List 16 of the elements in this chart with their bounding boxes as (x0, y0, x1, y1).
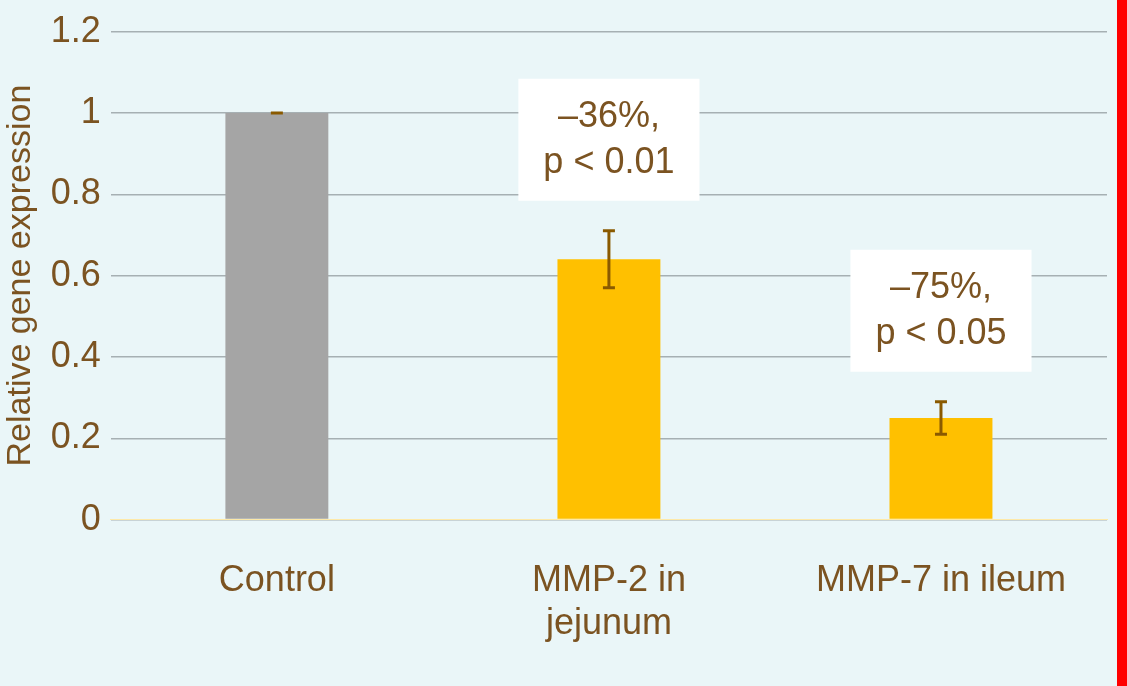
y-tick-label: 1.2 (50, 8, 101, 50)
bar (557, 259, 661, 519)
x-tick-label: MMP-2 in jejunum (531, 558, 686, 643)
bar (889, 417, 993, 519)
y-axis-title: Relative gene expression (0, 84, 37, 467)
annotation: –36%, p < 0.01 (543, 93, 675, 181)
y-tick-label: 0 (80, 496, 101, 538)
annotation: –75%, p < 0.05 (875, 264, 1007, 352)
y-tick-label: 1 (80, 89, 101, 131)
x-tick-label: Control (218, 558, 335, 600)
bar (225, 112, 329, 519)
x-tick-label: MMP-7 in ileum (815, 558, 1067, 600)
y-tick-label: 0.2 (50, 415, 101, 457)
y-tick-label: 0.8 (50, 171, 101, 213)
y-tick-label: 0.4 (50, 333, 101, 375)
y-tick-label: 0.6 (50, 252, 101, 294)
